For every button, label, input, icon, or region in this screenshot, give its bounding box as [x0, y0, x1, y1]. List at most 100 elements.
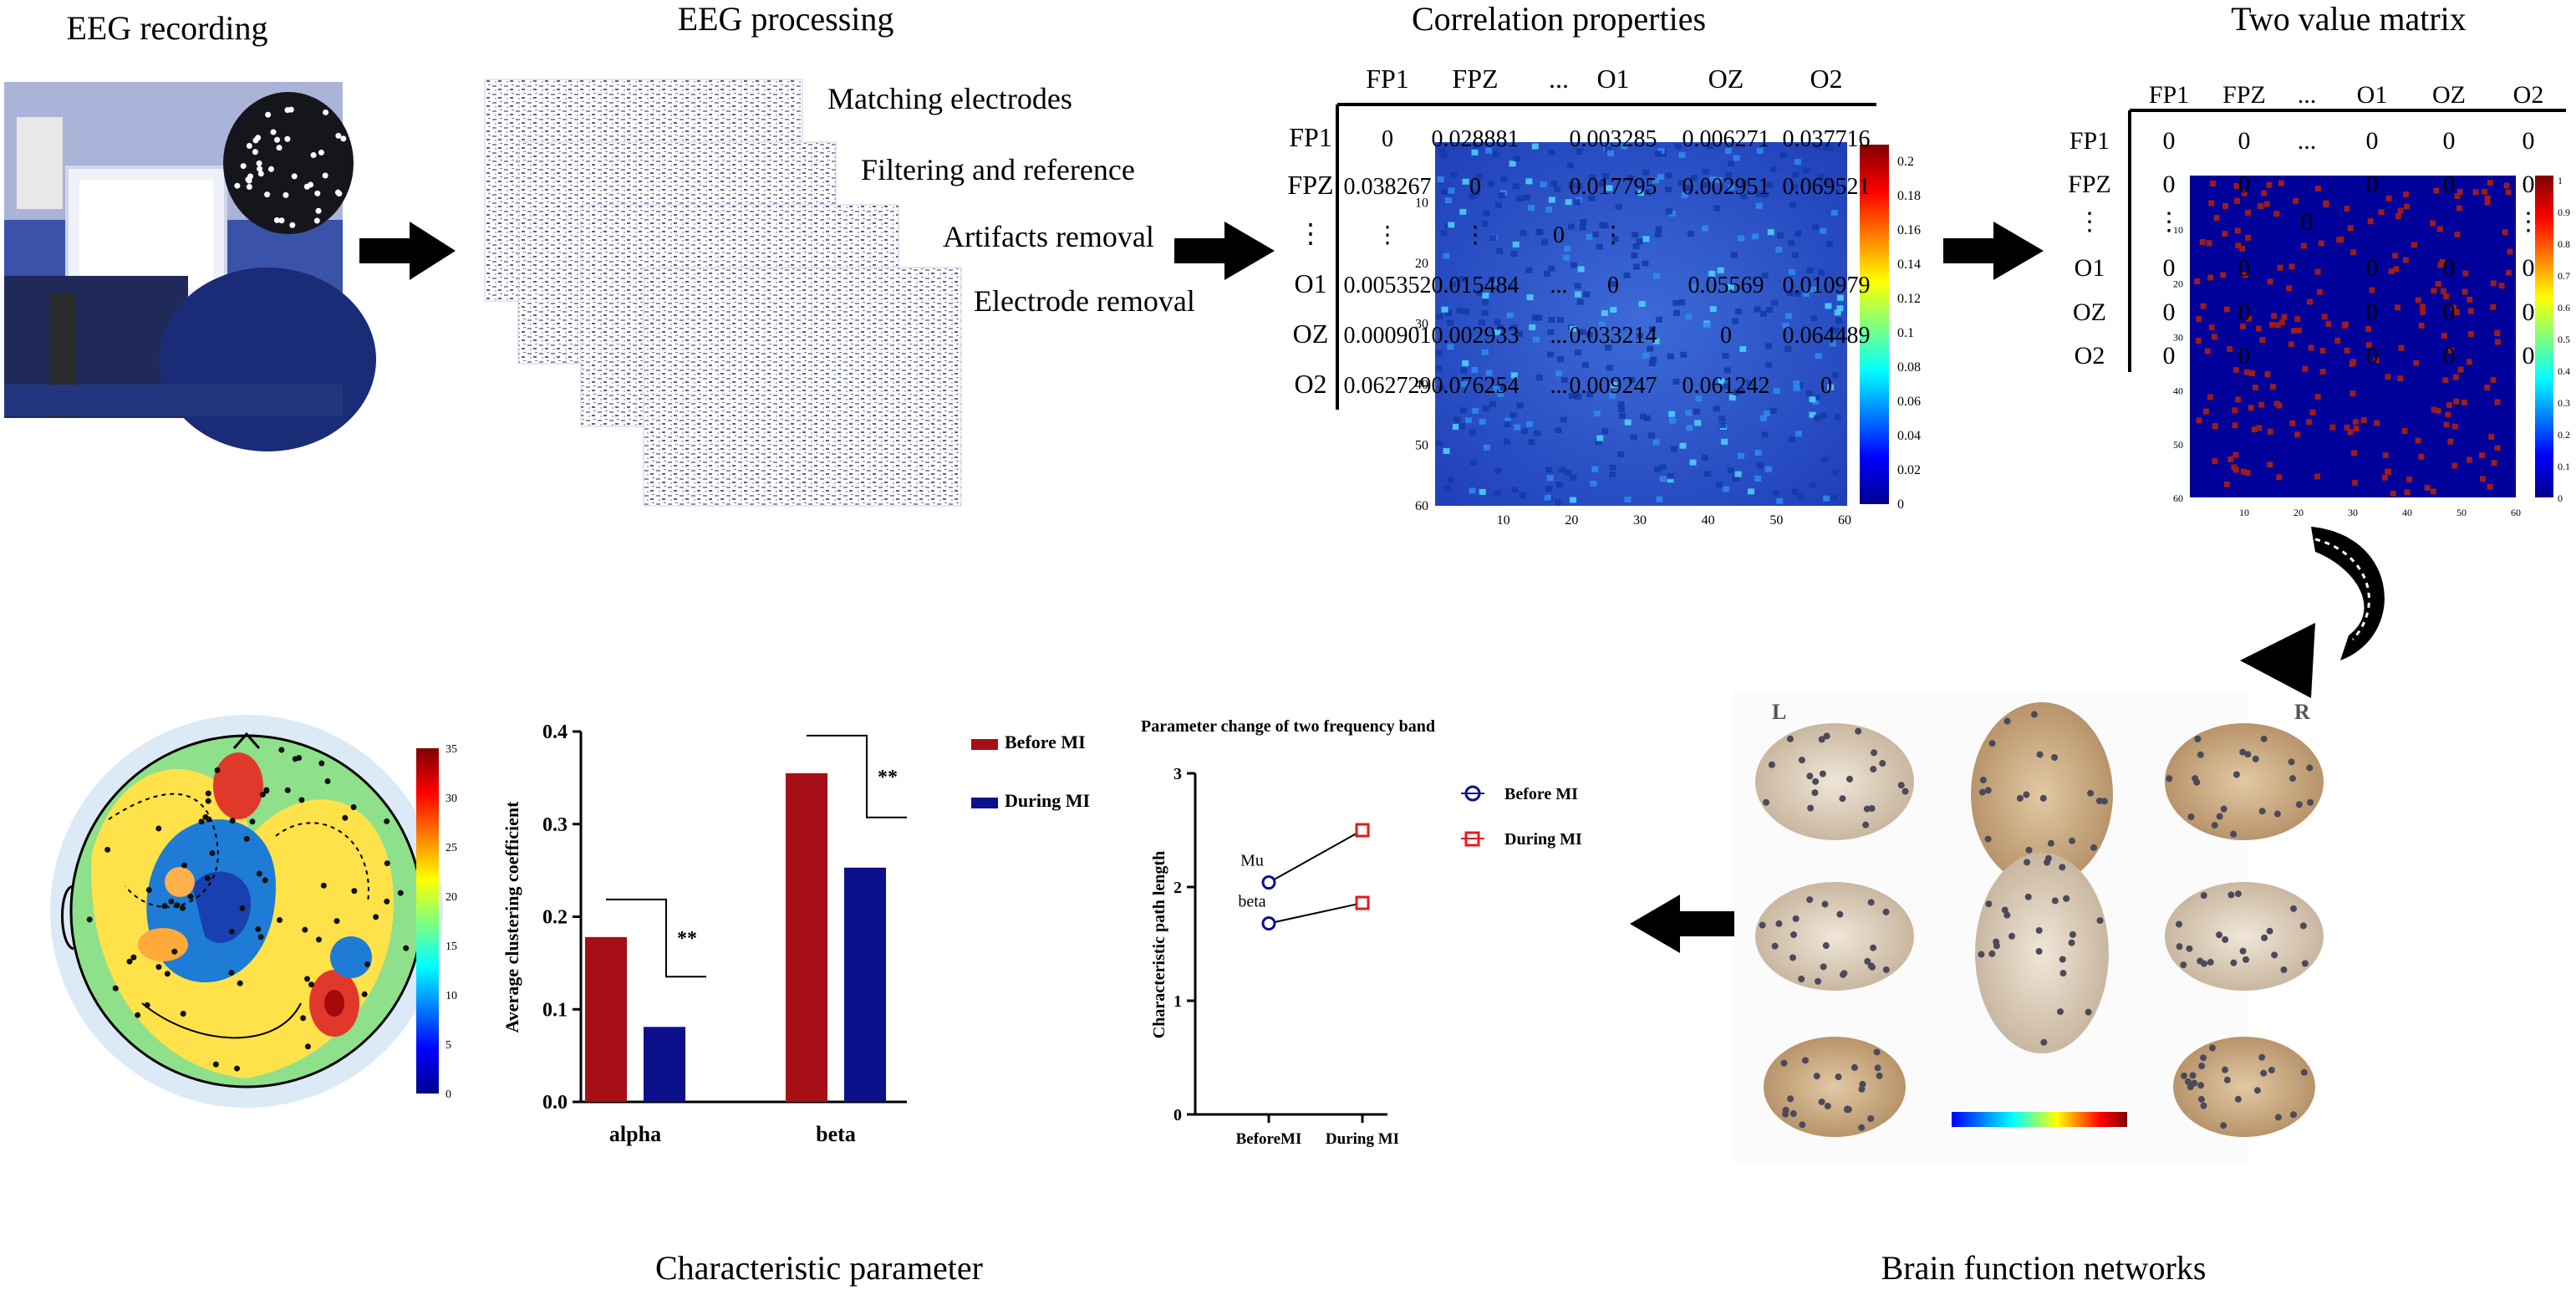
brain-electrode — [2290, 905, 2298, 912]
heatmap-cell — [1775, 247, 1783, 253]
heatmap-cell — [1826, 145, 1834, 151]
heatmap-cell — [1830, 210, 1838, 217]
binary-cell — [2243, 369, 2250, 375]
brain-electrode — [2253, 1087, 2261, 1094]
col-label: O1 — [2357, 81, 2388, 109]
binary-cell — [2388, 268, 2395, 274]
binary-cell — [2271, 313, 2278, 319]
brain-electrode — [2030, 711, 2038, 718]
colorbar-tick: 0 — [1897, 497, 1904, 512]
bar-category-label: alpha — [609, 1122, 661, 1146]
brain-electrode — [1868, 963, 1876, 971]
matrix-cell: 0.076254 — [1432, 373, 1520, 399]
heatmap-cell — [1763, 410, 1770, 417]
brain-electrode — [2197, 751, 2204, 758]
binary-cell — [2223, 306, 2230, 313]
heatmap-cell — [1791, 488, 1799, 495]
x-tick: 60 — [1838, 513, 1851, 528]
binary-cell — [2239, 245, 2246, 252]
heatmap-cell — [1685, 314, 1693, 320]
topo-electrode — [228, 969, 235, 976]
title-characteristic: Characteristic parameter — [655, 1249, 983, 1287]
brain-electrode — [1799, 1121, 1806, 1129]
heatmap-cell — [1609, 464, 1616, 471]
title-eeg-recording: EEG recording — [66, 9, 267, 47]
binary-heatmap-dots — [2194, 180, 2513, 497]
heatmap-cell — [1573, 391, 1581, 398]
cap-electrode — [273, 217, 280, 223]
binary-cell — [2251, 426, 2258, 433]
heatmap-cell — [1689, 459, 1697, 466]
brain-electrode — [1855, 727, 1862, 735]
heatmap-cell — [1679, 442, 1687, 449]
binary-cell — [2415, 297, 2421, 303]
heatmap-cell — [1830, 494, 1838, 501]
topo-electrode — [403, 945, 410, 951]
heatmap-cell — [1642, 352, 1650, 359]
topo-colorbar-tick: 20 — [445, 891, 457, 904]
topo-electrode — [333, 918, 340, 925]
topo-electrode — [324, 778, 331, 785]
heatmap-cell — [1586, 233, 1593, 240]
matrix-cell: 0 — [2443, 298, 2456, 326]
binary-cell — [2258, 401, 2265, 408]
topo-colorbar-tick: 0 — [445, 1089, 451, 1101]
brain-electrode — [1858, 1085, 1866, 1093]
binary-cell — [2256, 425, 2263, 431]
binary-cell — [2274, 322, 2281, 329]
binary-cell — [2385, 374, 2391, 380]
binary-cell — [2431, 406, 2437, 413]
brain-electrode — [2299, 922, 2307, 930]
heatmap-cell — [1836, 305, 1844, 312]
topo-electrode — [112, 985, 119, 992]
heatmap-cell — [1732, 475, 1739, 482]
topo-colorbar-tick: 15 — [445, 941, 457, 953]
line-category-label: During MI — [1326, 1130, 1399, 1148]
heatmap-cell — [1638, 301, 1646, 308]
binary-cell — [2261, 190, 2268, 196]
heatmap-cell — [1548, 196, 1555, 203]
binary-cell — [2436, 226, 2443, 232]
heatmap-cell — [1489, 235, 1497, 242]
correlation-cells: 0 0.028881 0.003285 0.006271 0.037716 0.03826… — [1344, 126, 1871, 399]
binary-cell — [2369, 287, 2375, 293]
heatmap-cell — [1812, 223, 1820, 230]
heatmap-cell — [1528, 439, 1535, 446]
heatmap-cell — [1546, 475, 1554, 482]
matrix-cell: 0.000901 — [1344, 323, 1432, 349]
binary-cell — [2350, 249, 2357, 256]
heatmap-cell — [1576, 298, 1584, 305]
cap-electrode — [246, 143, 252, 150]
topo-electrode — [255, 925, 262, 932]
heatmap-cell — [1632, 232, 1639, 238]
brain-electrode — [2059, 864, 2066, 871]
line-category-label: BeforeMI — [1236, 1130, 1302, 1148]
heatmap-cell — [1694, 420, 1702, 426]
line-ylabel: Characteristic path length — [1150, 851, 1168, 1038]
matrix-cell: 0.015484 — [1432, 273, 1520, 298]
colorbar-tick: 0.8 — [2558, 238, 2570, 250]
heatmap-cell — [1813, 395, 1820, 401]
brain-electrode — [2200, 1054, 2207, 1062]
brain-electrode — [2260, 1069, 2268, 1077]
heatmap-cell — [1779, 152, 1787, 159]
heatmap-cell — [1829, 340, 1836, 347]
brain-electrode — [2200, 892, 2207, 900]
brain-electrode — [2306, 764, 2314, 772]
colorbar-tick: 0.6 — [2558, 302, 2570, 314]
series-line — [1268, 829, 1363, 884]
heatmap-cell — [1469, 487, 1476, 494]
point-during — [1355, 823, 1370, 838]
heatmap-cell — [1718, 416, 1726, 422]
binary-cell — [2314, 268, 2321, 275]
brain-electrode — [2301, 960, 2309, 967]
heatmap-cell — [1590, 480, 1597, 487]
brain-electrode — [2220, 805, 2227, 813]
cap-electrode — [323, 109, 329, 115]
heatmap-cell — [1713, 205, 1721, 212]
brain-electrode — [2230, 959, 2237, 966]
topo-electrode — [126, 958, 133, 965]
matrix-cell: ... — [1550, 323, 1568, 349]
brain-electrode — [2059, 970, 2067, 977]
heatmap-cell — [1671, 446, 1678, 452]
